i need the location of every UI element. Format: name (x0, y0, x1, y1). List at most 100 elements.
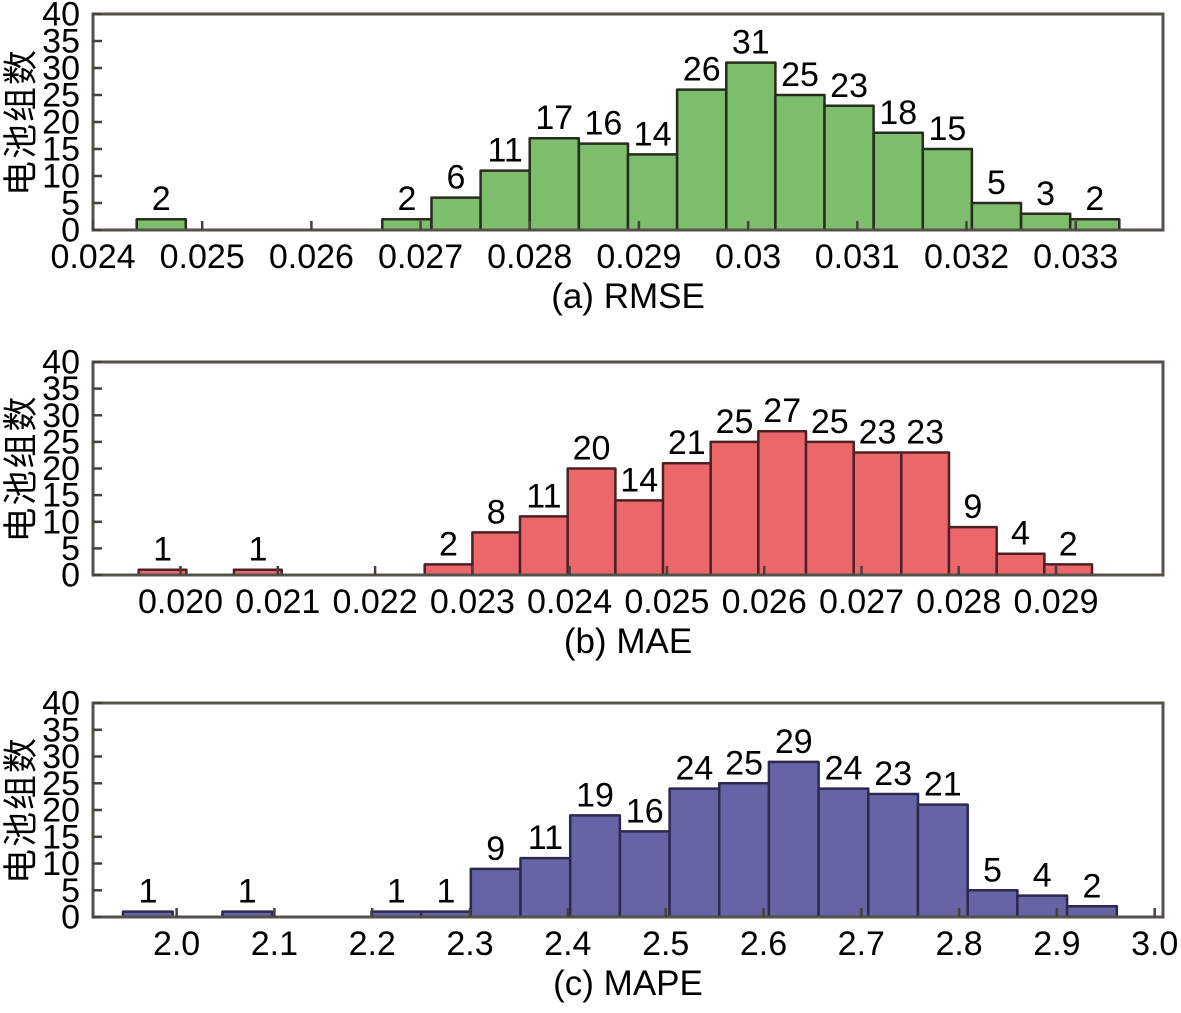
bar-c-18 (1016, 894, 1069, 919)
y-tick-label-c-8: 40 (42, 685, 80, 723)
bar-c-12 (718, 782, 771, 919)
bar-a-9 (577, 142, 630, 232)
bar-b-16 (900, 451, 951, 577)
y-tick-label-b-7: 35 (42, 370, 80, 408)
y-tick-label-b-6: 30 (42, 397, 80, 435)
x-tick-label-b-3: 0.023 (430, 583, 515, 621)
x-tick-label-a-7: 0.031 (815, 238, 900, 276)
y-tick-label-c-6: 30 (42, 738, 80, 776)
bar-value-a-11: 26 (683, 51, 721, 89)
bar-value-c-14: 24 (825, 750, 863, 788)
bar-value-c-12: 25 (725, 744, 763, 782)
bar-value-b-19: 2 (1059, 525, 1078, 563)
x-tick-label-b-2: 0.022 (333, 583, 418, 621)
bar-c-8 (519, 856, 572, 919)
bar-value-a-0: 2 (152, 180, 171, 218)
bar-a-12 (725, 61, 777, 232)
y-tick-label-a-6: 30 (42, 50, 80, 88)
bar-value-c-10: 16 (626, 792, 664, 830)
bar-value-a-7: 11 (488, 132, 523, 170)
bar-value-a-17: 5 (987, 164, 1006, 202)
y-tick-label-c-2: 10 (42, 845, 80, 883)
bar-b-19 (1043, 563, 1094, 577)
bar-value-c-7: 9 (486, 830, 505, 868)
bar-b-6 (423, 563, 474, 577)
bar-a-19 (1068, 217, 1121, 232)
y-tick-label-c-5: 25 (42, 765, 80, 803)
bar-c-7 (469, 867, 522, 919)
bar-value-a-12: 31 (732, 24, 770, 62)
chart-caption-c: (c) MAPE (553, 964, 703, 1003)
bar-value-c-16: 21 (924, 766, 962, 804)
bar-value-c-0: 1 (138, 873, 157, 911)
bar-c-9 (568, 814, 622, 919)
bar-a-15 (872, 131, 925, 232)
x-tick-label-c-8: 2.8 (935, 925, 982, 963)
bar-value-b-12: 25 (716, 403, 754, 441)
bar-a-16 (921, 147, 974, 232)
bar-value-a-13: 25 (781, 56, 819, 94)
bar-a-5 (381, 217, 433, 232)
x-tick-label-a-8: 0.032 (924, 238, 1009, 276)
bar-b-18 (995, 552, 1046, 577)
bar-value-c-9: 19 (576, 776, 614, 814)
x-tick-label-a-4: 0.028 (487, 238, 572, 276)
x-tick-label-b-0: 0.020 (138, 583, 223, 621)
bar-a-17 (970, 201, 1023, 232)
bar-b-14 (804, 440, 855, 577)
bar-c-13 (767, 760, 820, 919)
x-tick-label-c-2: 2.2 (349, 925, 396, 963)
x-tick-label-c-7: 2.7 (838, 925, 885, 963)
bar-value-b-0: 1 (153, 531, 172, 569)
bar-value-b-6: 2 (439, 525, 458, 563)
bar-value-a-8: 17 (535, 99, 573, 137)
bar-value-c-2: 1 (238, 873, 257, 911)
y-tick-label-b-8: 40 (42, 344, 80, 382)
x-tick-label-a-6: 0.03 (715, 238, 781, 276)
bar-value-c-15: 23 (874, 755, 912, 793)
y-tick-label-a-2: 10 (42, 158, 80, 196)
bar-value-c-18: 4 (1033, 857, 1052, 895)
x-tick-label-c-0: 2.0 (153, 925, 200, 963)
bar-value-a-19: 2 (1085, 180, 1104, 218)
x-tick-label-b-6: 0.026 (722, 583, 807, 621)
chart-caption-a: (a) RMSE (551, 277, 705, 316)
chart-caption-b: (b) MAE (564, 622, 692, 661)
bar-c-19 (1065, 905, 1119, 919)
bar-value-b-9: 20 (573, 430, 611, 468)
x-tick-label-a-5: 0.029 (596, 238, 681, 276)
bar-a-7 (479, 169, 531, 232)
y-tick-label-a-8: 40 (42, 0, 80, 34)
y-tick-label-b-5: 25 (42, 423, 80, 461)
bar-value-b-18: 4 (1011, 515, 1030, 553)
bar-b-10 (614, 499, 665, 577)
bar-b-12 (709, 440, 760, 577)
bar-value-a-15: 18 (879, 94, 917, 132)
bar-value-b-10: 14 (620, 461, 658, 499)
x-tick-label-b-1: 0.021 (235, 583, 320, 621)
bar-a-13 (774, 93, 826, 232)
y-tick-label-a-3: 15 (42, 131, 80, 169)
bar-value-b-17: 9 (963, 488, 982, 526)
bar-value-c-13: 29 (775, 723, 813, 761)
x-tick-label-a-2: 0.026 (269, 238, 354, 276)
bar-b-7 (471, 531, 522, 577)
y-tick-label-c-1: 5 (61, 872, 80, 910)
bar-value-a-14: 23 (830, 67, 868, 105)
bar-b-13 (757, 429, 808, 577)
y-tick-label-b-4: 20 (42, 450, 80, 488)
y-tick-label-b-2: 10 (42, 503, 80, 541)
x-tick-label-a-3: 0.027 (378, 238, 463, 276)
bar-a-18 (1019, 212, 1072, 232)
y-tick-label-a-1: 5 (61, 185, 80, 223)
y-tick-label-b-0: 0 (61, 557, 80, 595)
y-tick-label-b-3: 15 (42, 477, 80, 515)
y-tick-label-c-7: 35 (42, 711, 80, 749)
bar-value-a-18: 3 (1036, 175, 1055, 213)
bar-value-c-11: 24 (675, 750, 713, 788)
x-tick-label-b-9: 0.029 (1013, 583, 1098, 621)
bar-value-a-5: 2 (397, 180, 416, 218)
